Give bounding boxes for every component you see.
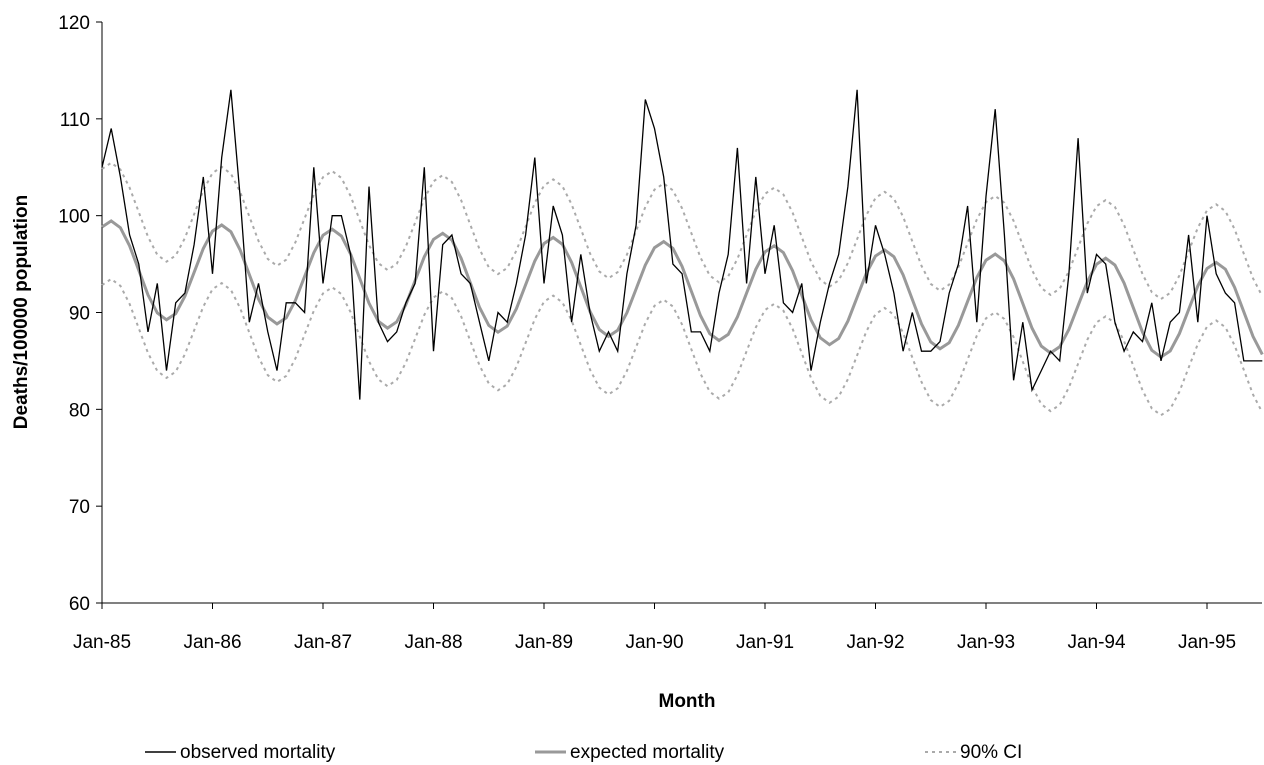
legend: observed mortality expected mortality 90… (145, 742, 1022, 763)
expected-mortality-line (101, 219, 1264, 359)
legend-label-ci: 90% CI (960, 742, 1022, 763)
x-ticks: Jan-85 Jan-86 Jan-87 Jan-88 Jan-89 Jan-90 Jan-… (73, 603, 1236, 653)
y-tick-label: 120 (58, 13, 90, 34)
observed-mortality-line (101, 89, 1263, 400)
x-tick-label: Jan-92 (846, 632, 904, 653)
legend-label-expected: expected mortality (570, 742, 725, 763)
x-tick-label: Jan-90 (625, 632, 683, 653)
x-tick-label: Jan-88 (404, 632, 462, 653)
y-tick-label: 100 (58, 207, 90, 228)
series-layer (101, 89, 1264, 417)
y-tick-label: 80 (69, 400, 90, 421)
x-tick-label: Jan-93 (957, 632, 1015, 653)
ci-lower-line (101, 277, 1264, 417)
x-tick-label: Jan-89 (515, 632, 573, 653)
x-axis-title: Month (659, 691, 716, 712)
x-tick-label: Jan-86 (183, 632, 241, 653)
axes (101, 22, 1262, 604)
x-tick-label: Jan-95 (1178, 632, 1236, 653)
legend-label-observed: observed mortality (180, 742, 336, 763)
x-tick-label: Jan-94 (1067, 632, 1126, 653)
y-ticks: 60 70 80 90 100 110 120 (58, 13, 102, 615)
y-tick-label: 90 (69, 304, 90, 325)
y-tick-label: 60 (69, 594, 90, 615)
y-axis-title: Deaths/100000 population (11, 195, 32, 429)
ci-upper-line (101, 161, 1264, 301)
x-tick-label: Jan-91 (736, 632, 794, 653)
x-tick-label: Jan-87 (294, 632, 352, 653)
y-tick-label: 70 (69, 497, 90, 518)
x-tick-label: Jan-85 (73, 632, 131, 653)
y-tick-label: 110 (60, 110, 90, 131)
